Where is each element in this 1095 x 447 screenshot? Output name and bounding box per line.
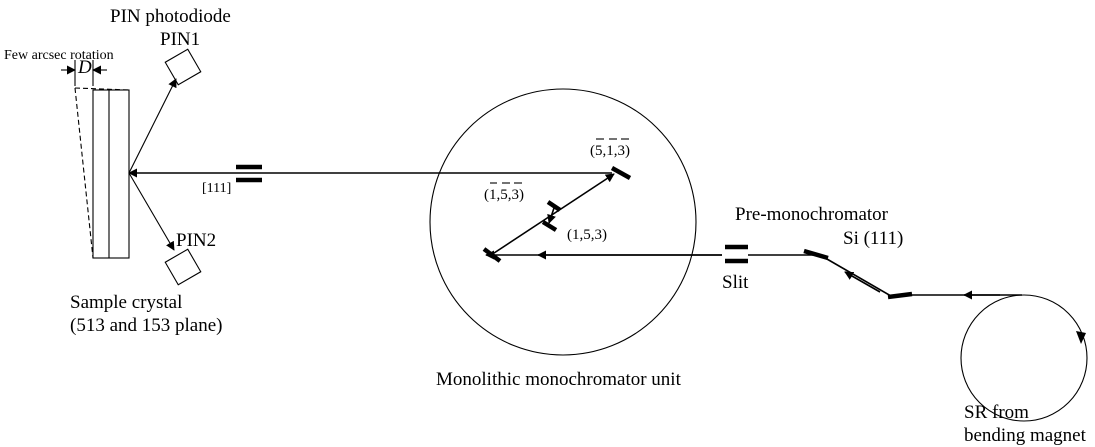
reflection-label-513: (5,1,3) (590, 143, 630, 159)
pin-photodiode-label: PIN photodiode (110, 6, 231, 27)
direction-label: [111] (202, 181, 231, 196)
premono-label-line1: Pre-monochromator (735, 204, 889, 225)
rotation-indicator (61, 60, 107, 86)
sr-label-line2: bending magnet (964, 425, 1087, 446)
premono-beam (819, 254, 892, 297)
crystal-153-a (546, 200, 562, 212)
pin2-beam (128, 172, 175, 251)
bending-magnet-orbit (960, 294, 1088, 422)
rotation-label: Few arcsec rotation (4, 48, 114, 63)
slit-label: Slit (722, 272, 749, 293)
crystal-513 (610, 166, 632, 180)
pin2-label: PIN2 (176, 230, 216, 251)
crystal-153-b (541, 220, 558, 232)
pin1-label: PIN1 (160, 29, 200, 50)
d-label: D (77, 57, 92, 78)
inner-gap-arrow (547, 207, 556, 224)
reflection-label-153-neg: (1,5,3) (484, 187, 524, 203)
orbit-direction-arrow (1076, 331, 1086, 344)
pin2-detector (164, 248, 202, 286)
sample-label-line2: (513 and 153 plane) (70, 315, 222, 336)
sample-label-line1: Sample crystal (70, 292, 182, 313)
premono-beam-arrow (844, 271, 881, 293)
reflection-label-153: (1,5,3) (567, 227, 607, 243)
sr-label-line1: SR from (964, 402, 1029, 423)
pin1-beam (128, 78, 177, 174)
premono-label-line2: Si (111) (843, 228, 903, 249)
rotated-crystal-edge (74, 87, 94, 259)
sample-crystal-body (92, 89, 130, 259)
sample-crystal (74, 87, 130, 259)
monochromator-circle (429, 88, 697, 356)
rotated-crystal-top (74, 87, 130, 91)
pin1-detector (164, 48, 202, 86)
monochromator-label: Monolithic monochromator unit (436, 369, 682, 390)
